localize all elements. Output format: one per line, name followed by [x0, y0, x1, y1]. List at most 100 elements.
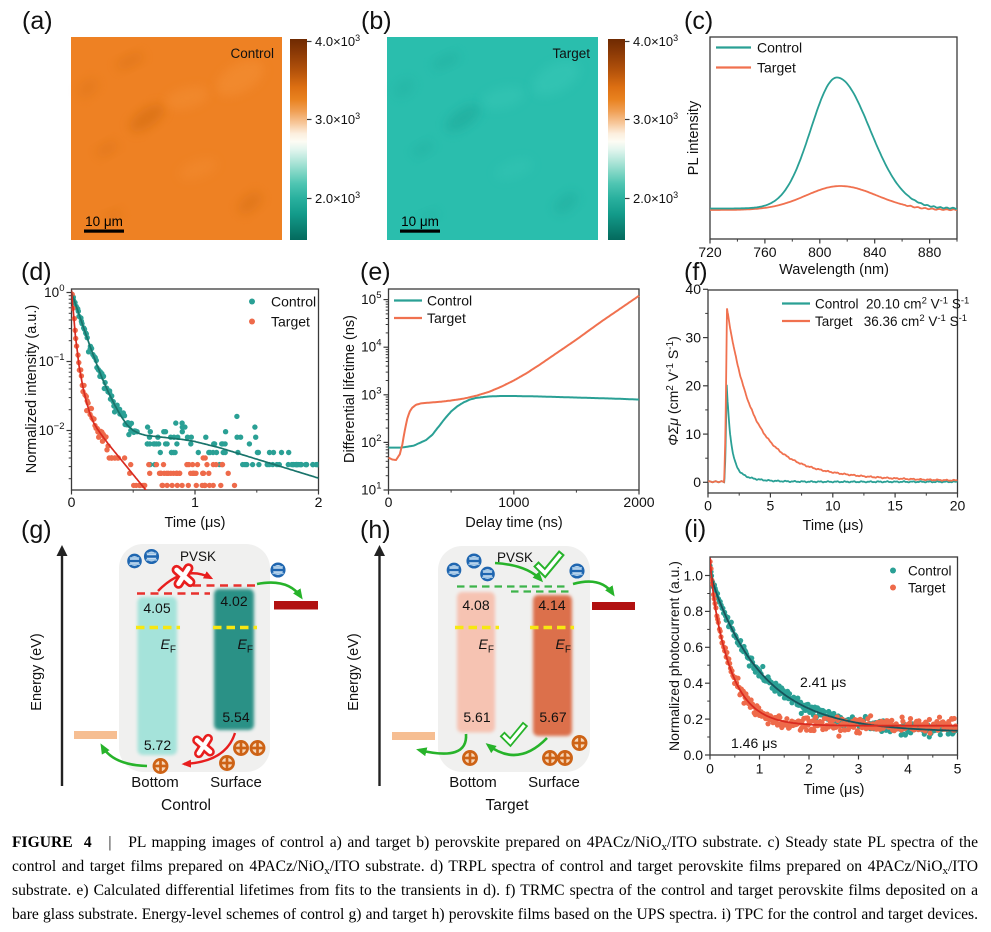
svg-text:104: 104	[361, 338, 381, 355]
svg-text:Bottom: Bottom	[131, 774, 179, 791]
svg-text:880: 880	[918, 244, 942, 260]
svg-text:760: 760	[753, 244, 777, 260]
svg-text:Time (μs): Time (μs)	[165, 515, 226, 531]
svg-text:5.67: 5.67	[539, 709, 566, 725]
svg-text:Control 20.10 cm2 V-1 S-1: Control 20.10 cm2 V-1 S-1	[815, 296, 969, 312]
svg-text:2000: 2000	[623, 494, 654, 510]
svg-text:Control: Control	[161, 797, 211, 814]
svg-text:4.08: 4.08	[462, 597, 489, 613]
svg-text:Wavelength (nm): Wavelength (nm)	[779, 262, 889, 278]
svg-text:5: 5	[767, 498, 775, 514]
svg-text:(c): (c)	[684, 7, 713, 35]
svg-text:5.54: 5.54	[222, 709, 249, 725]
svg-text:10: 10	[685, 426, 701, 442]
svg-text:Control: Control	[908, 564, 952, 579]
svg-text:4.0×103: 4.0×103	[315, 33, 360, 49]
svg-text:Target 36.36 cm2 V-1 S-1: Target 36.36 cm2 V-1 S-1	[815, 313, 967, 329]
svg-text:1: 1	[756, 761, 764, 777]
svg-text:Delay time (ns): Delay time (ns)	[465, 515, 563, 531]
svg-text:Energy (eV): Energy (eV)	[346, 633, 362, 710]
svg-text:(h): (h)	[360, 516, 391, 544]
svg-text:(e): (e)	[360, 258, 391, 286]
svg-text:(a): (a)	[22, 7, 53, 35]
svg-text:10 μm: 10 μm	[85, 214, 123, 229]
svg-text:Control: Control	[757, 40, 802, 56]
svg-text:5: 5	[954, 761, 962, 777]
svg-text:10: 10	[825, 498, 841, 514]
svg-text:(b): (b)	[361, 7, 392, 35]
svg-text:PVSK: PVSK	[180, 549, 216, 564]
svg-text:105: 105	[361, 290, 381, 307]
svg-text:0: 0	[693, 474, 701, 490]
svg-text:30: 30	[685, 329, 701, 345]
svg-text:Control: Control	[230, 46, 274, 61]
svg-text:0.6: 0.6	[684, 639, 704, 655]
svg-text:4.0×103: 4.0×103	[633, 33, 678, 49]
svg-text:Time (μs): Time (μs)	[804, 782, 865, 798]
svg-text:4.05: 4.05	[143, 600, 170, 616]
svg-text:Surface: Surface	[210, 774, 262, 791]
svg-text:ΦΣμ (cm2 V-1 S-1): ΦΣμ (cm2 V-1 S-1)	[665, 336, 681, 446]
svg-text:0.2: 0.2	[684, 711, 704, 727]
svg-text:0: 0	[706, 761, 714, 777]
svg-text:0: 0	[68, 494, 76, 510]
svg-text:Normalized intensity (a.u.): Normalized intensity (a.u.)	[24, 305, 40, 473]
svg-text:102: 102	[361, 433, 381, 450]
svg-text:0: 0	[704, 498, 712, 514]
svg-text:0: 0	[385, 494, 393, 510]
svg-text:Bottom: Bottom	[449, 774, 497, 791]
svg-text:10 μm: 10 μm	[401, 214, 439, 229]
svg-text:4: 4	[904, 761, 912, 777]
svg-text:103: 103	[361, 385, 381, 402]
svg-text:4.02: 4.02	[220, 593, 247, 609]
svg-text:3.0×103: 3.0×103	[315, 111, 360, 127]
svg-text:720: 720	[698, 244, 722, 260]
svg-text:Target: Target	[485, 797, 529, 814]
svg-text:101: 101	[361, 481, 381, 498]
svg-text:40: 40	[685, 281, 701, 297]
svg-text:15: 15	[887, 498, 903, 514]
svg-text:2.41 μs: 2.41 μs	[800, 674, 846, 690]
svg-text:Control: Control	[271, 294, 316, 310]
svg-text:Normalized photocurrent (a.u.): Normalized photocurrent (a.u.)	[666, 561, 682, 751]
svg-text:Time (μs): Time (μs)	[803, 518, 864, 534]
svg-text:1.46 μs: 1.46 μs	[731, 735, 777, 751]
svg-text:2.0×103: 2.0×103	[315, 190, 360, 206]
svg-text:800: 800	[808, 244, 832, 260]
svg-text:1.0: 1.0	[684, 567, 704, 583]
svg-text:Energy (eV): Energy (eV)	[29, 633, 45, 710]
svg-text:Target: Target	[271, 314, 310, 330]
svg-text:4.14: 4.14	[538, 597, 565, 613]
svg-text:(g): (g)	[21, 516, 52, 544]
svg-text:1: 1	[191, 494, 199, 510]
svg-text:5.72: 5.72	[144, 737, 171, 753]
svg-text:PVSK: PVSK	[497, 550, 533, 565]
svg-text:2.0×103: 2.0×103	[633, 190, 678, 206]
svg-text:Target: Target	[757, 60, 796, 76]
svg-text:10−1: 10−1	[39, 352, 65, 369]
svg-text:Target: Target	[908, 581, 946, 596]
svg-text:5.61: 5.61	[463, 709, 490, 725]
svg-text:Control: Control	[427, 293, 472, 309]
svg-text:1000: 1000	[498, 494, 529, 510]
svg-text:(f): (f)	[684, 258, 708, 286]
svg-text:100: 100	[44, 283, 64, 300]
svg-text:2: 2	[315, 494, 323, 510]
svg-text:Differential lifetime (ns): Differential lifetime (ns)	[342, 315, 358, 463]
svg-text:10−2: 10−2	[39, 421, 65, 438]
svg-text:(d): (d)	[21, 258, 52, 286]
svg-text:Target: Target	[552, 46, 590, 61]
svg-text:3.0×103: 3.0×103	[633, 111, 678, 127]
svg-text:20: 20	[685, 378, 701, 394]
svg-text:840: 840	[863, 244, 887, 260]
svg-text:2: 2	[805, 761, 813, 777]
svg-text:0.0: 0.0	[684, 747, 704, 763]
svg-text:(i): (i)	[684, 515, 706, 543]
svg-text:3: 3	[855, 761, 863, 777]
svg-text:PL intensity: PL intensity	[686, 100, 702, 175]
svg-text:20: 20	[950, 498, 966, 514]
svg-text:Target: Target	[427, 310, 466, 326]
svg-text:Surface: Surface	[528, 774, 580, 791]
svg-text:0.8: 0.8	[684, 603, 704, 619]
svg-text:0.4: 0.4	[684, 675, 704, 691]
